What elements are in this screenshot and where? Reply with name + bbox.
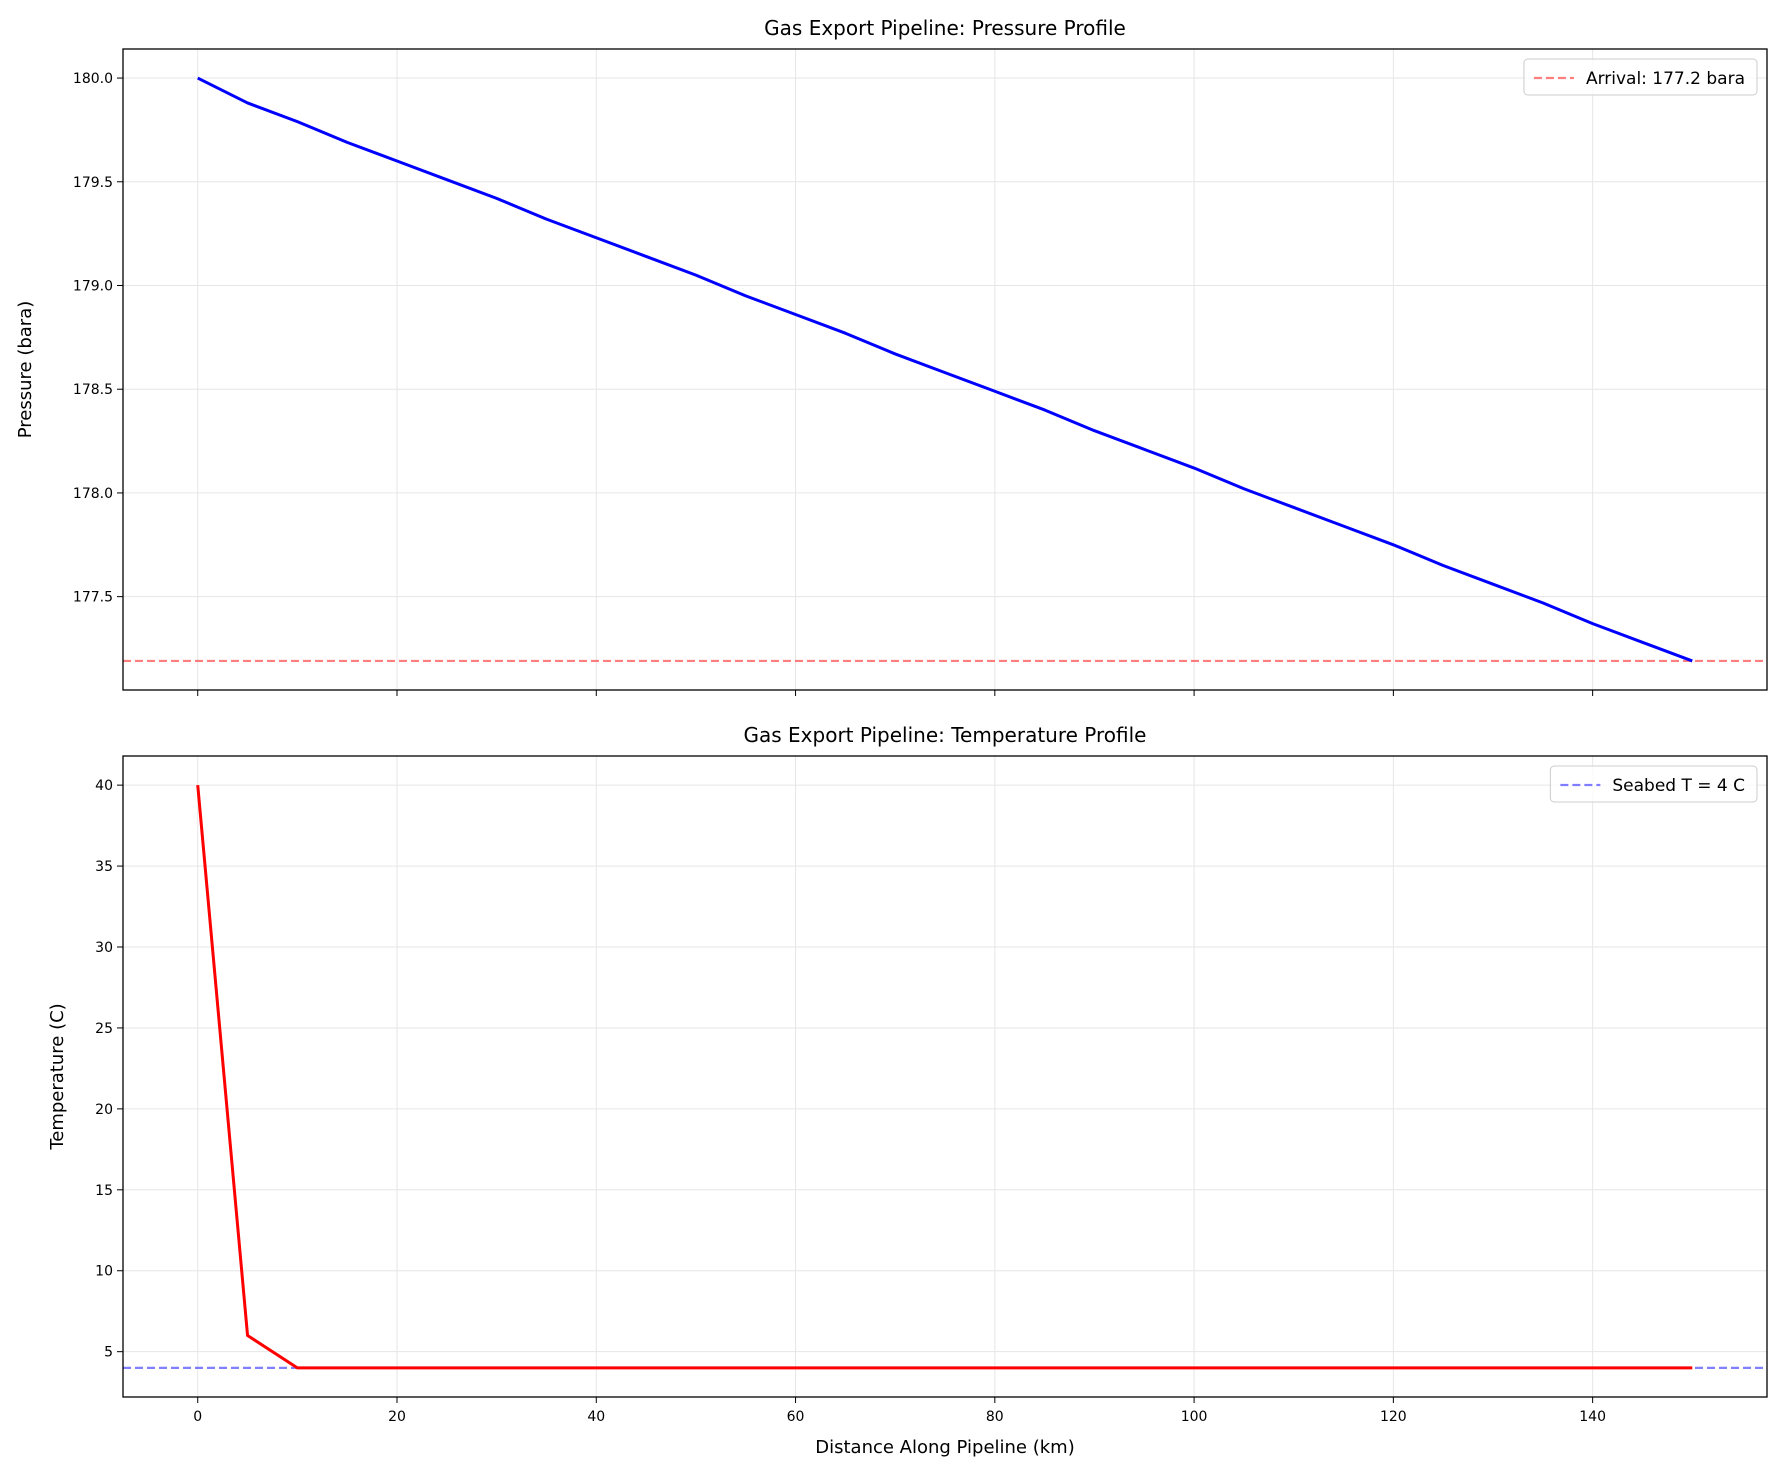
- legend: Arrival: 177.2 bara: [1523, 58, 1758, 96]
- y-tick-label: 177.5: [73, 590, 113, 606]
- y-tick-label: 20: [95, 1102, 113, 1118]
- x-axis-label: Distance Along Pipeline (km): [815, 1437, 1074, 1458]
- chart-title: Gas Export Pipeline: Temperature Profile: [744, 723, 1147, 747]
- axes-frame: [122, 48, 1768, 691]
- axes-frame: [122, 755, 1768, 1398]
- y-tick-label: 35: [95, 859, 113, 875]
- data-line: [197, 76, 1693, 663]
- y-tick-label: 30: [95, 940, 113, 956]
- data-line: [196, 785, 1693, 1370]
- y-tick-label: 15: [95, 1183, 113, 1199]
- y-tick-label: 179.0: [73, 278, 113, 294]
- legend: Seabed T = 4 C: [1549, 765, 1758, 803]
- x-tick-label: 0: [193, 1409, 202, 1425]
- x-tick-label: 100: [1181, 1409, 1208, 1425]
- chart-title: Gas Export Pipeline: Pressure Profile: [764, 16, 1126, 40]
- x-tick-label: 40: [587, 1409, 605, 1425]
- legend-box: [1549, 765, 1758, 803]
- y-axis-label: Temperature (C): [47, 1003, 68, 1150]
- x-tick-label: 120: [1380, 1409, 1407, 1425]
- legend-label: Arrival: 177.2 bara: [1586, 69, 1745, 89]
- y-tick-label: 5: [104, 1345, 113, 1361]
- y-tick-label: 179.5: [73, 175, 113, 191]
- legend-label: Seabed T = 4 C: [1612, 776, 1745, 796]
- x-tick-label: 60: [787, 1409, 805, 1425]
- x-tick-label: 80: [986, 1409, 1004, 1425]
- y-tick-label: 25: [95, 1021, 113, 1037]
- y-tick-label: 10: [95, 1264, 113, 1280]
- x-tick-label: 140: [1579, 1409, 1606, 1425]
- legend-box: [1523, 58, 1758, 96]
- y-tick-label: 178.0: [73, 486, 113, 502]
- y-tick-label: 178.5: [73, 382, 113, 398]
- y-tick-label: 40: [95, 778, 113, 794]
- x-tick-label: 20: [388, 1409, 406, 1425]
- y-tick-label: 180.0: [73, 71, 113, 87]
- y-axis-label: Pressure (bara): [15, 301, 36, 439]
